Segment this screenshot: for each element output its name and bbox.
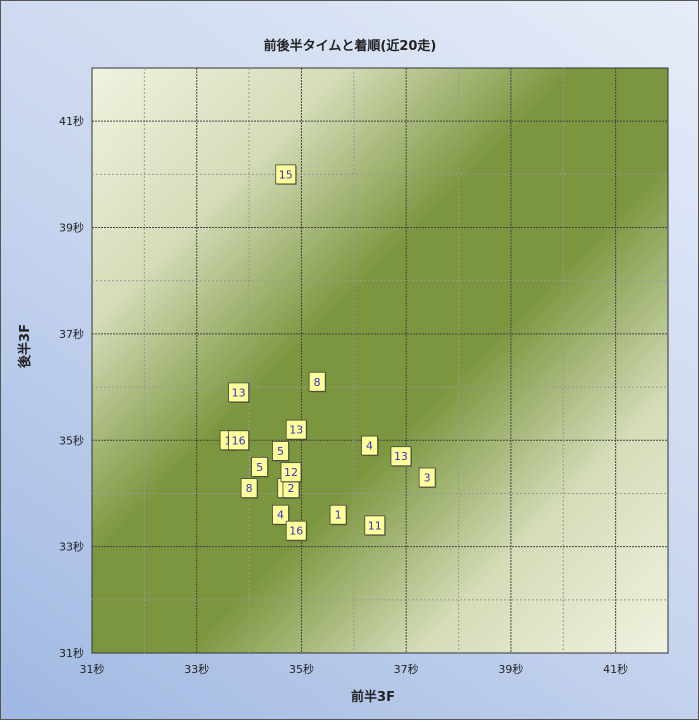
data-point-label: 16	[289, 525, 303, 538]
data-point-marker	[228, 430, 250, 451]
data-point-marker	[364, 515, 386, 536]
data-point: 5	[272, 441, 290, 462]
y-tick-label: 33秒	[59, 540, 84, 554]
data-point-label: 13	[232, 386, 246, 399]
data-point-label: 13	[394, 450, 408, 463]
data-point: 11	[364, 515, 386, 536]
data-point-label: 4	[366, 440, 373, 453]
data-point-marker	[390, 446, 412, 467]
data-point: 16	[285, 520, 308, 542]
x-tick-label: 31秒	[80, 662, 105, 676]
x-tick-label: 35秒	[289, 662, 314, 676]
y-tick-label: 41秒	[59, 114, 84, 128]
data-point-marker	[240, 478, 258, 499]
data-point: 5	[251, 456, 269, 478]
data-point-label: 4	[277, 509, 284, 522]
data-point: 12	[280, 462, 302, 483]
x-tick-label: 39秒	[498, 662, 523, 676]
data-point: 15	[275, 164, 297, 185]
data-point-marker	[280, 462, 302, 483]
y-tick-label: 35秒	[59, 433, 84, 447]
data-point-label: 1	[335, 509, 342, 522]
data-point-label: 8	[314, 376, 321, 389]
data-point-marker	[272, 441, 289, 461]
data-point: 4	[361, 435, 379, 457]
data-point: 16	[228, 430, 250, 451]
data-point-label: 12	[284, 466, 298, 479]
data-point-marker	[285, 419, 307, 440]
data-point: 1	[329, 504, 348, 526]
data-point-marker	[361, 435, 378, 456]
data-point-marker	[418, 467, 436, 488]
x-tick-label: 37秒	[394, 662, 419, 676]
y-tick-label: 37秒	[59, 327, 84, 341]
data-point-label: 11	[368, 519, 382, 532]
data-point-label: 5	[277, 445, 284, 458]
data-point-marker	[228, 382, 250, 403]
data-point-label: 3	[424, 472, 431, 485]
data-point-label: 8	[246, 482, 253, 495]
data-point: 8	[308, 371, 327, 393]
chart-title: 前後半タイムと着順(近20走)	[264, 38, 437, 54]
x-axis-label: 前半3F	[351, 689, 395, 705]
x-tick-label: 41秒	[603, 662, 628, 676]
plot-area	[91, 67, 669, 654]
data-point: 13	[390, 446, 412, 467]
data-point-marker	[275, 164, 297, 185]
data-point-marker	[251, 456, 268, 477]
y-axis-label: 後半3F	[17, 324, 33, 368]
data-point: 13	[228, 382, 250, 403]
data-point-marker	[329, 504, 347, 525]
data-point-marker	[272, 504, 289, 525]
data-point-label: 13	[289, 424, 303, 437]
data-point-label: 16	[232, 434, 246, 447]
data-point: 2	[282, 478, 300, 499]
data-point-label: 5	[256, 461, 263, 474]
data-point-marker	[308, 371, 326, 392]
data-point-label: 2	[287, 482, 294, 495]
x-tick-label: 33秒	[184, 662, 209, 676]
data-point: 8	[240, 478, 259, 499]
data-point-marker	[285, 520, 307, 541]
data-point: 13	[285, 419, 308, 441]
y-tick-label: 31秒	[59, 646, 84, 660]
y-tick-label: 39秒	[59, 221, 84, 235]
data-point: 4	[272, 504, 290, 526]
data-point-label: 15	[279, 168, 293, 181]
data-point: 3	[418, 467, 437, 488]
data-point-label: 1	[225, 434, 232, 447]
